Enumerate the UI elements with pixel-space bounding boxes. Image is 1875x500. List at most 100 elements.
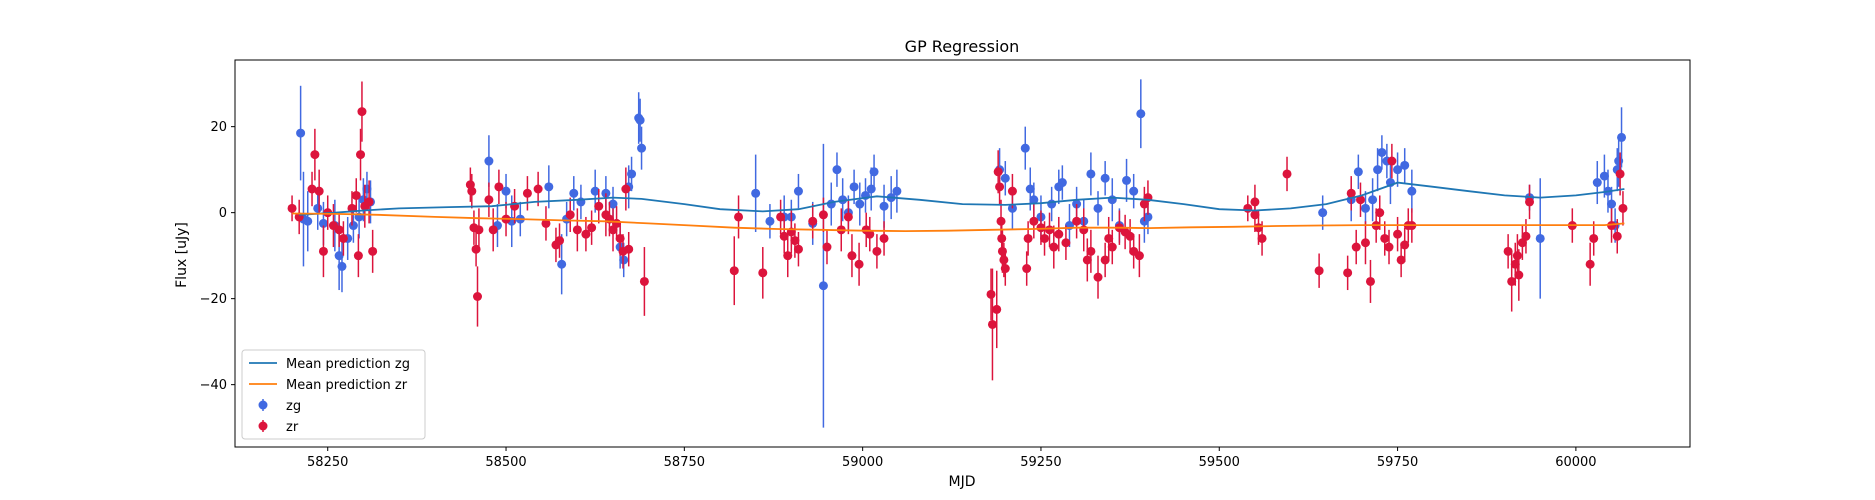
zr-point-57 [808,216,818,226]
zr-point-22 [473,292,482,301]
zr-point-79 [1022,264,1032,274]
x-axis-label: MJD [949,474,976,490]
zg-point-60 [1047,199,1057,209]
zr-point-84 [1045,225,1055,235]
zr-point-9 [338,233,348,243]
zr-point-140 [1618,203,1628,213]
zg-point-73 [1136,109,1146,119]
zr-point-19 [467,186,477,196]
zr-point-52 [779,231,789,241]
zr-point-77 [1000,264,1010,274]
legend-box [241,349,426,440]
zg-point-32 [635,115,645,125]
line-mean-prediction-zg [299,181,1625,216]
zg-point-35 [765,216,775,226]
zg-point-69 [1107,195,1117,205]
zr-point-108 [1282,169,1292,179]
zr-point-13 [356,150,366,160]
y-axis-ticks: −40 −20 0 20 [200,120,235,393]
zr-point-51 [776,212,786,222]
zr-point-25 [488,225,498,235]
zr-point-0 [287,203,297,213]
zr-point-132 [1521,231,1531,241]
x-tick-label-58250: 58250 [307,455,348,470]
x-tick-label-58750: 58750 [664,455,705,470]
zr-point-4 [314,186,324,196]
zg-point-87 [1407,186,1417,196]
zg-point-19 [544,182,554,192]
y-tick-label-0: 0 [219,206,227,221]
zr-point-63 [854,259,864,269]
zg-point-66 [1086,169,1096,179]
zr-point-82 [1036,223,1046,233]
zr-point-109 [1314,266,1324,276]
zr-point-114 [1360,238,1370,248]
zg-point-38 [793,186,803,196]
zr-point-119 [1384,242,1394,252]
zg-point-72 [1129,186,1139,196]
zg-point-54 [1000,173,1010,183]
zr-point-58 [818,210,828,220]
zr-point-5 [318,246,328,256]
zg-point-85 [1393,165,1403,175]
zg-point-49 [869,167,879,177]
zg-point-42 [832,165,842,175]
zg-point-71 [1122,175,1132,185]
zg-point-76 [1318,208,1328,218]
zr-point-129 [1512,251,1522,261]
zr-point-106 [1257,233,1267,243]
zr-point-55 [790,236,800,246]
x-tick-label-59000: 59000 [842,455,883,470]
zr-point-8 [334,225,344,235]
zg-point-14 [484,156,494,166]
zr-point-110 [1343,268,1353,278]
plot-frame [234,59,1691,448]
zg-point-57 [1025,184,1035,194]
zg-point-3 [313,203,323,213]
y-axis-label: Flux [uJy] [174,222,190,288]
zg-point-33 [637,143,647,153]
zr-point-98 [1125,231,1135,241]
x-axis-ticks: 58250 58500 58750 59000 59250 59500 59750 60000 [307,447,1597,470]
zr-point-137 [1607,221,1617,231]
zg-point-22 [569,188,579,198]
zr-point-87 [1061,238,1071,248]
zr-point-127 [1507,276,1517,286]
zg-point-30 [627,169,637,179]
zr-point-133 [1525,197,1535,207]
zr-point-120 [1387,156,1397,166]
zr-point-103 [1243,203,1253,213]
zg-point-75 [1143,212,1153,222]
zr-point-33 [555,236,565,246]
zr-point-122 [1396,255,1406,265]
zg-point-58 [1029,195,1039,205]
zg-point-50 [879,201,889,211]
zr-point-121 [1393,229,1403,239]
y-tick-label--40: −40 [200,378,227,393]
zr-point-35 [572,225,582,235]
zr-point-89 [1079,225,1089,235]
zr-point-130 [1514,270,1524,280]
chart-title: GP Regression [905,37,1020,56]
zg-point-16 [501,186,511,196]
zr-point-14 [357,107,367,117]
zg-point-82 [1377,147,1387,157]
zr-point-91 [1086,246,1096,256]
x-tick-label-59750: 59750 [1377,455,1418,470]
zg-point-2 [303,216,313,226]
zr-point-107 [1250,197,1260,207]
zr-point-100 [1134,251,1144,261]
legend: Mean prediction zg Mean prediction zr zg zr [241,349,426,440]
zr-point-113 [1355,195,1365,205]
zg-point-52 [892,186,902,196]
zr-point-48 [729,266,739,276]
zr-point-68 [986,289,996,299]
zr-point-2 [307,184,317,194]
zr-point-92 [1093,272,1103,282]
zg-point-88 [1535,233,1545,243]
zr-point-71 [993,167,1003,177]
zg-point-26 [608,199,618,209]
zr-point-46 [624,244,634,254]
zr-point-136 [1589,233,1599,243]
